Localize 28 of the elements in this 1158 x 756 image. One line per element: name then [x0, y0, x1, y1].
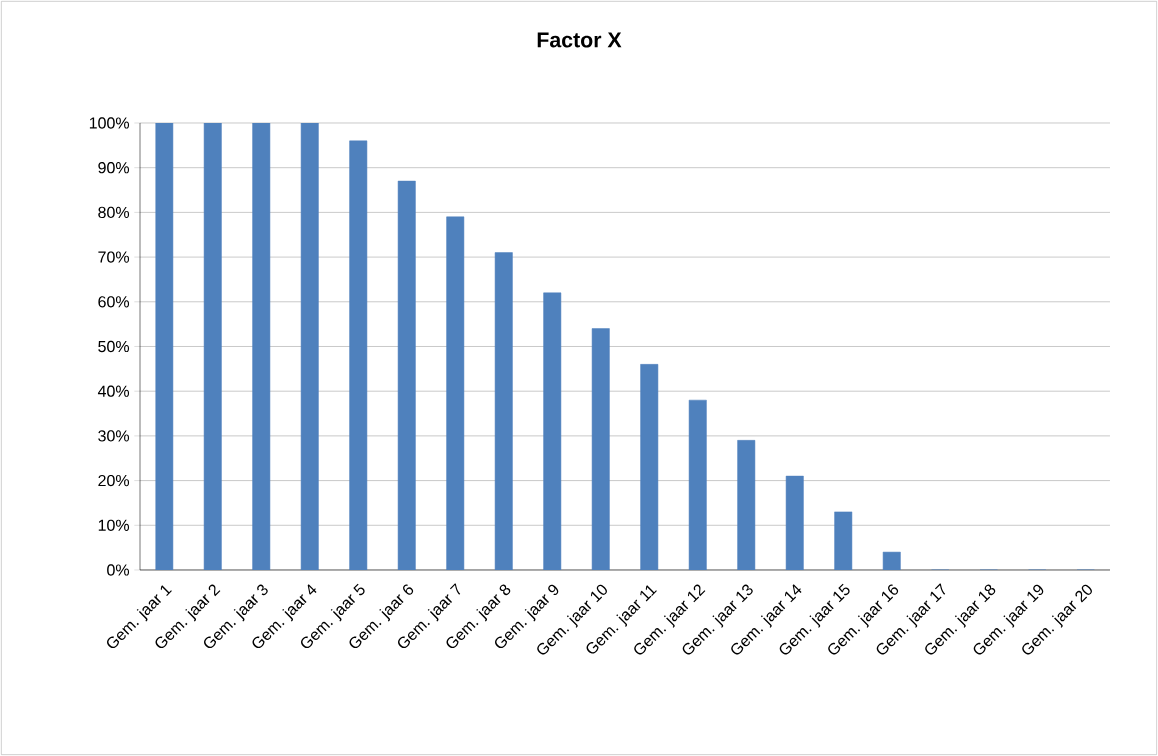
- y-tick-label: 30%: [98, 430, 130, 442]
- y-tick-label: 100%: [89, 117, 130, 129]
- bar: [300, 122, 319, 570]
- y-tick-label: 0%: [107, 564, 130, 576]
- y-tick-label: 60%: [98, 296, 130, 308]
- bar: [446, 216, 465, 570]
- chart-title: Factor X: [537, 32, 622, 48]
- y-tick-label: 80%: [98, 206, 130, 219]
- bar: [640, 364, 659, 570]
- bar: [203, 122, 222, 570]
- bar: [397, 180, 416, 570]
- bar: [737, 440, 756, 570]
- bar: [155, 122, 174, 570]
- y-tick-label: 10%: [98, 519, 130, 531]
- y-tick-label: 90%: [98, 162, 130, 174]
- y-tick-label: 20%: [98, 474, 130, 487]
- bar: [688, 399, 707, 570]
- bar: [785, 475, 804, 570]
- bar: [591, 328, 610, 570]
- bar: [494, 252, 513, 570]
- bar: [349, 140, 368, 570]
- y-tick-label: 70%: [98, 251, 130, 263]
- bar: [882, 551, 901, 570]
- y-tick-label: 40%: [97, 385, 130, 397]
- bar: [834, 511, 853, 570]
- bar: [543, 292, 562, 570]
- bar: [252, 122, 271, 570]
- y-tick-label: 50%: [98, 340, 130, 353]
